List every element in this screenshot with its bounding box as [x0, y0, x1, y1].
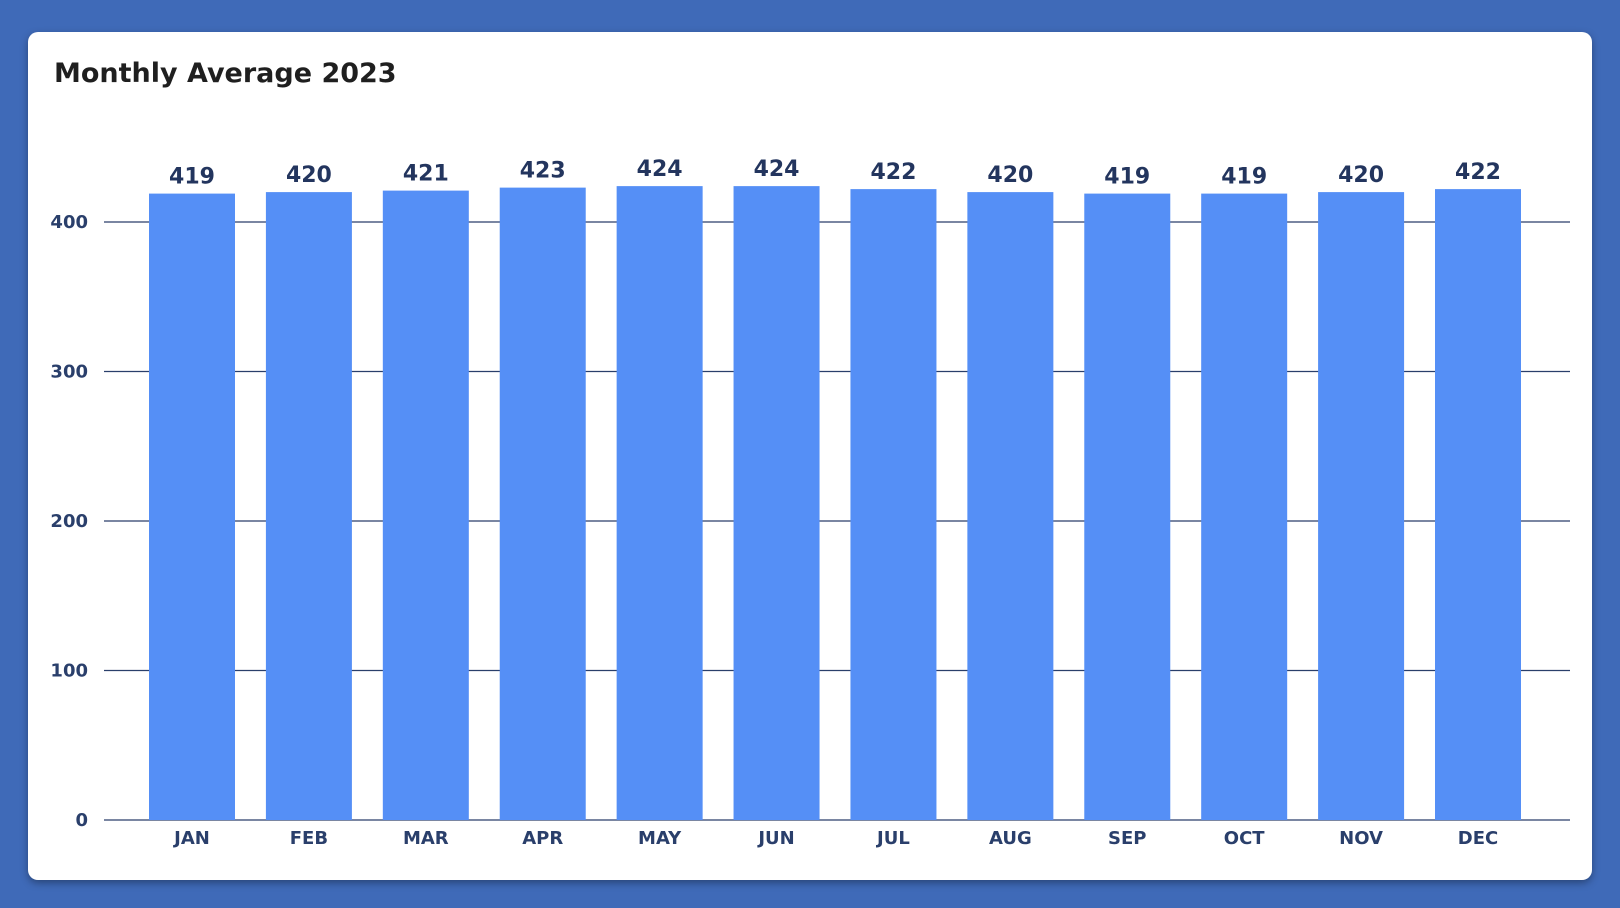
x-tick-label: MAR — [403, 828, 449, 849]
y-tick-label: 400 — [50, 212, 88, 233]
data-label: 422 — [1455, 160, 1501, 185]
bar-sep — [1084, 193, 1171, 821]
data-label: 419 — [169, 165, 215, 190]
data-label: 424 — [754, 157, 800, 182]
data-label: 424 — [637, 157, 683, 182]
x-tick-label: FEB — [290, 828, 328, 849]
bar-nov — [1318, 192, 1405, 821]
y-tick-label: 100 — [50, 661, 88, 682]
bar-aug — [967, 192, 1054, 821]
x-tick-label: MAY — [638, 828, 682, 849]
bars — [149, 186, 1521, 821]
bar-jul — [850, 189, 937, 821]
chart-title: Monthly Average 2023 — [54, 58, 397, 89]
x-tick-label: NOV — [1339, 828, 1383, 849]
bar-oct — [1201, 193, 1288, 821]
bar-may — [616, 186, 703, 820]
x-tick-label: JAN — [172, 828, 210, 849]
x-tick-label: SEP — [1108, 828, 1146, 849]
bar-jun — [733, 186, 820, 820]
y-tick-label: 0 — [75, 810, 88, 831]
data-label: 419 — [1221, 165, 1267, 190]
bar-chart: 0 100 200 300 400 419 JAN 420 FEB 421 MAR 423 APR 424… — [50, 157, 1570, 849]
y-tick-label: 200 — [50, 511, 88, 532]
data-label: 420 — [987, 163, 1033, 188]
bar-apr — [499, 187, 586, 821]
x-tick-label: OCT — [1224, 828, 1266, 849]
x-tick-label: JUN — [756, 828, 794, 849]
data-label: 420 — [286, 163, 332, 188]
bar-mar — [382, 190, 469, 821]
data-label: 420 — [1338, 163, 1384, 188]
bar-dec — [1435, 189, 1521, 821]
bar-feb — [265, 192, 352, 821]
data-label: 423 — [520, 159, 566, 184]
data-label: 421 — [403, 162, 449, 187]
x-tick-label: JUL — [875, 828, 910, 849]
bar-jan — [149, 193, 235, 821]
x-tick-label: DEC — [1458, 828, 1498, 849]
data-label: 422 — [870, 160, 916, 185]
chart-card: Monthly Average 2023 0 100 200 300 400 419 JAN… — [28, 32, 1592, 880]
x-tick-label: AUG — [989, 828, 1032, 849]
y-tick-label: 300 — [50, 362, 88, 383]
data-label: 419 — [1104, 165, 1150, 190]
labels: 0 100 200 300 400 419 JAN 420 FEB 421 MAR 423 APR 424… — [50, 157, 1501, 849]
x-tick-label: APR — [522, 828, 563, 849]
